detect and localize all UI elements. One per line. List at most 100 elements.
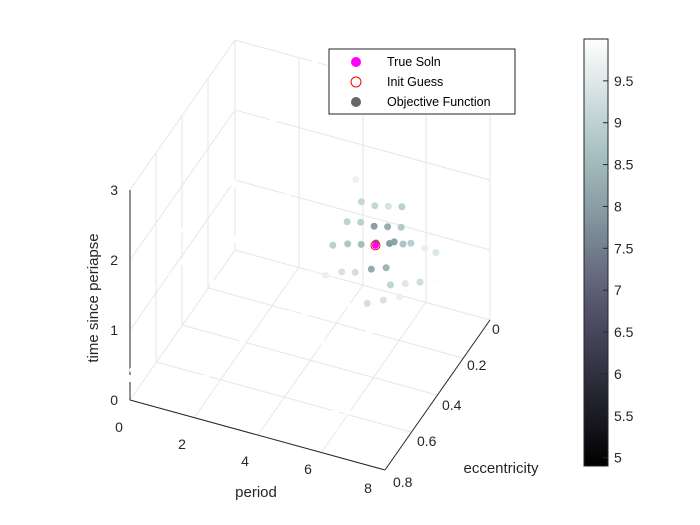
objective-point <box>303 216 311 224</box>
x-tick-label: 2 <box>178 436 186 452</box>
x-tick-labels: 0 2 4 6 8 <box>115 419 372 496</box>
z-tick-labels: 0 1 2 3 <box>110 182 118 408</box>
objective-point <box>397 223 405 231</box>
objective-point <box>351 268 359 276</box>
x-tick-label: 8 <box>364 480 372 496</box>
grid-line <box>207 287 464 359</box>
objective-point <box>148 248 156 256</box>
objective-point <box>331 409 339 417</box>
x-tick-label: 6 <box>304 461 312 477</box>
objective-point <box>126 374 134 382</box>
objective-point <box>210 280 218 288</box>
objective-point <box>330 193 338 201</box>
objective-point <box>268 273 276 281</box>
y-tick-label: 0.6 <box>417 433 437 449</box>
objective-point <box>281 96 289 104</box>
objective-point <box>317 193 325 201</box>
objective-point <box>278 228 286 236</box>
objective-point <box>293 272 301 280</box>
objective-point <box>302 339 310 347</box>
legend-marker-init-guess <box>350 76 362 88</box>
objective-point <box>311 58 319 66</box>
objective-point <box>281 270 289 278</box>
legend-marker-true-soln <box>351 57 361 67</box>
objective-point <box>431 277 439 285</box>
objective-point <box>386 281 394 289</box>
objective-point <box>258 220 266 228</box>
colorbar-tick-label: 7.5 <box>614 240 634 256</box>
grid-line <box>181 324 438 396</box>
objective-point <box>416 278 424 286</box>
objective-point <box>318 412 326 420</box>
objective-point <box>179 258 187 266</box>
x-axis-line <box>129 399 386 471</box>
objective-point <box>229 341 237 349</box>
objective-point <box>249 148 257 156</box>
objective-point <box>330 217 338 225</box>
colorbar-tick-label: 6 <box>614 366 622 382</box>
objective-point <box>301 309 309 317</box>
objective-point <box>352 176 360 183</box>
objective-point <box>304 415 312 423</box>
legend-label: Init Guess <box>387 75 443 89</box>
objective-point <box>384 202 392 210</box>
colorbar-tick-label: 8 <box>614 198 622 214</box>
colorbar-tick-label: 5 <box>614 450 622 466</box>
objective-point <box>259 133 267 141</box>
legend-label: Objective Function <box>387 95 491 109</box>
objective-point <box>363 299 371 307</box>
objective-point <box>357 240 365 248</box>
legend-label: True Soln <box>387 55 441 69</box>
objective-point <box>344 194 352 202</box>
objective-point <box>347 303 355 311</box>
z-tick-label: 1 <box>110 322 118 338</box>
objective-point <box>421 244 429 252</box>
y-tick-labels: 0 0.2 0.4 0.6 0.8 <box>393 321 500 490</box>
objective-point <box>382 325 390 332</box>
colorbar-tick-label: 9.5 <box>614 73 634 89</box>
objective-point <box>407 239 415 247</box>
objective-point <box>318 426 326 434</box>
objective-point <box>188 254 196 262</box>
objective-point <box>232 235 240 242</box>
objective-point <box>379 296 387 304</box>
objective-point <box>291 78 299 86</box>
y-tick-label: 0.8 <box>393 474 413 490</box>
objective-point <box>350 331 357 339</box>
colorbar-gradient <box>583 38 609 467</box>
objective-point <box>302 67 310 75</box>
z-tick-label: 0 <box>110 392 118 408</box>
x-tick-label: 4 <box>241 453 249 469</box>
y-axis-label: eccentricity <box>463 460 539 477</box>
x-axis-label: period <box>235 484 277 501</box>
objective-point <box>401 280 409 287</box>
objective-point <box>313 172 321 180</box>
objective-point <box>344 240 352 248</box>
objective-point <box>238 339 246 347</box>
y-tick-label: 0.4 <box>442 397 462 413</box>
objective-point <box>398 321 406 329</box>
objective-point <box>357 218 365 226</box>
objective-point <box>395 293 403 301</box>
objective-point <box>316 307 324 315</box>
objective-point <box>287 242 295 250</box>
objective-point <box>203 370 211 378</box>
y-tick-label: 0 <box>492 321 500 337</box>
objective-point <box>292 430 300 438</box>
objective-point <box>370 222 378 230</box>
objective-point <box>167 232 175 240</box>
objective-point <box>344 408 351 415</box>
grid-line <box>257 284 364 436</box>
x-tick-label: 0 <box>115 419 123 435</box>
colorbar-tick-label: 8.5 <box>614 157 634 173</box>
objective-point <box>366 328 374 336</box>
objective-point <box>316 217 324 225</box>
objective-point <box>158 240 166 248</box>
objective-point <box>338 268 346 276</box>
true-soln-point <box>371 241 379 249</box>
scatter-points <box>122 58 440 438</box>
objective-point <box>217 239 225 247</box>
objective-point <box>129 366 137 374</box>
colorbar-ticks: 5 5.5 6 6.5 7 7.5 8 8.5 9 9.5 <box>603 73 634 466</box>
objective-point <box>398 203 406 211</box>
